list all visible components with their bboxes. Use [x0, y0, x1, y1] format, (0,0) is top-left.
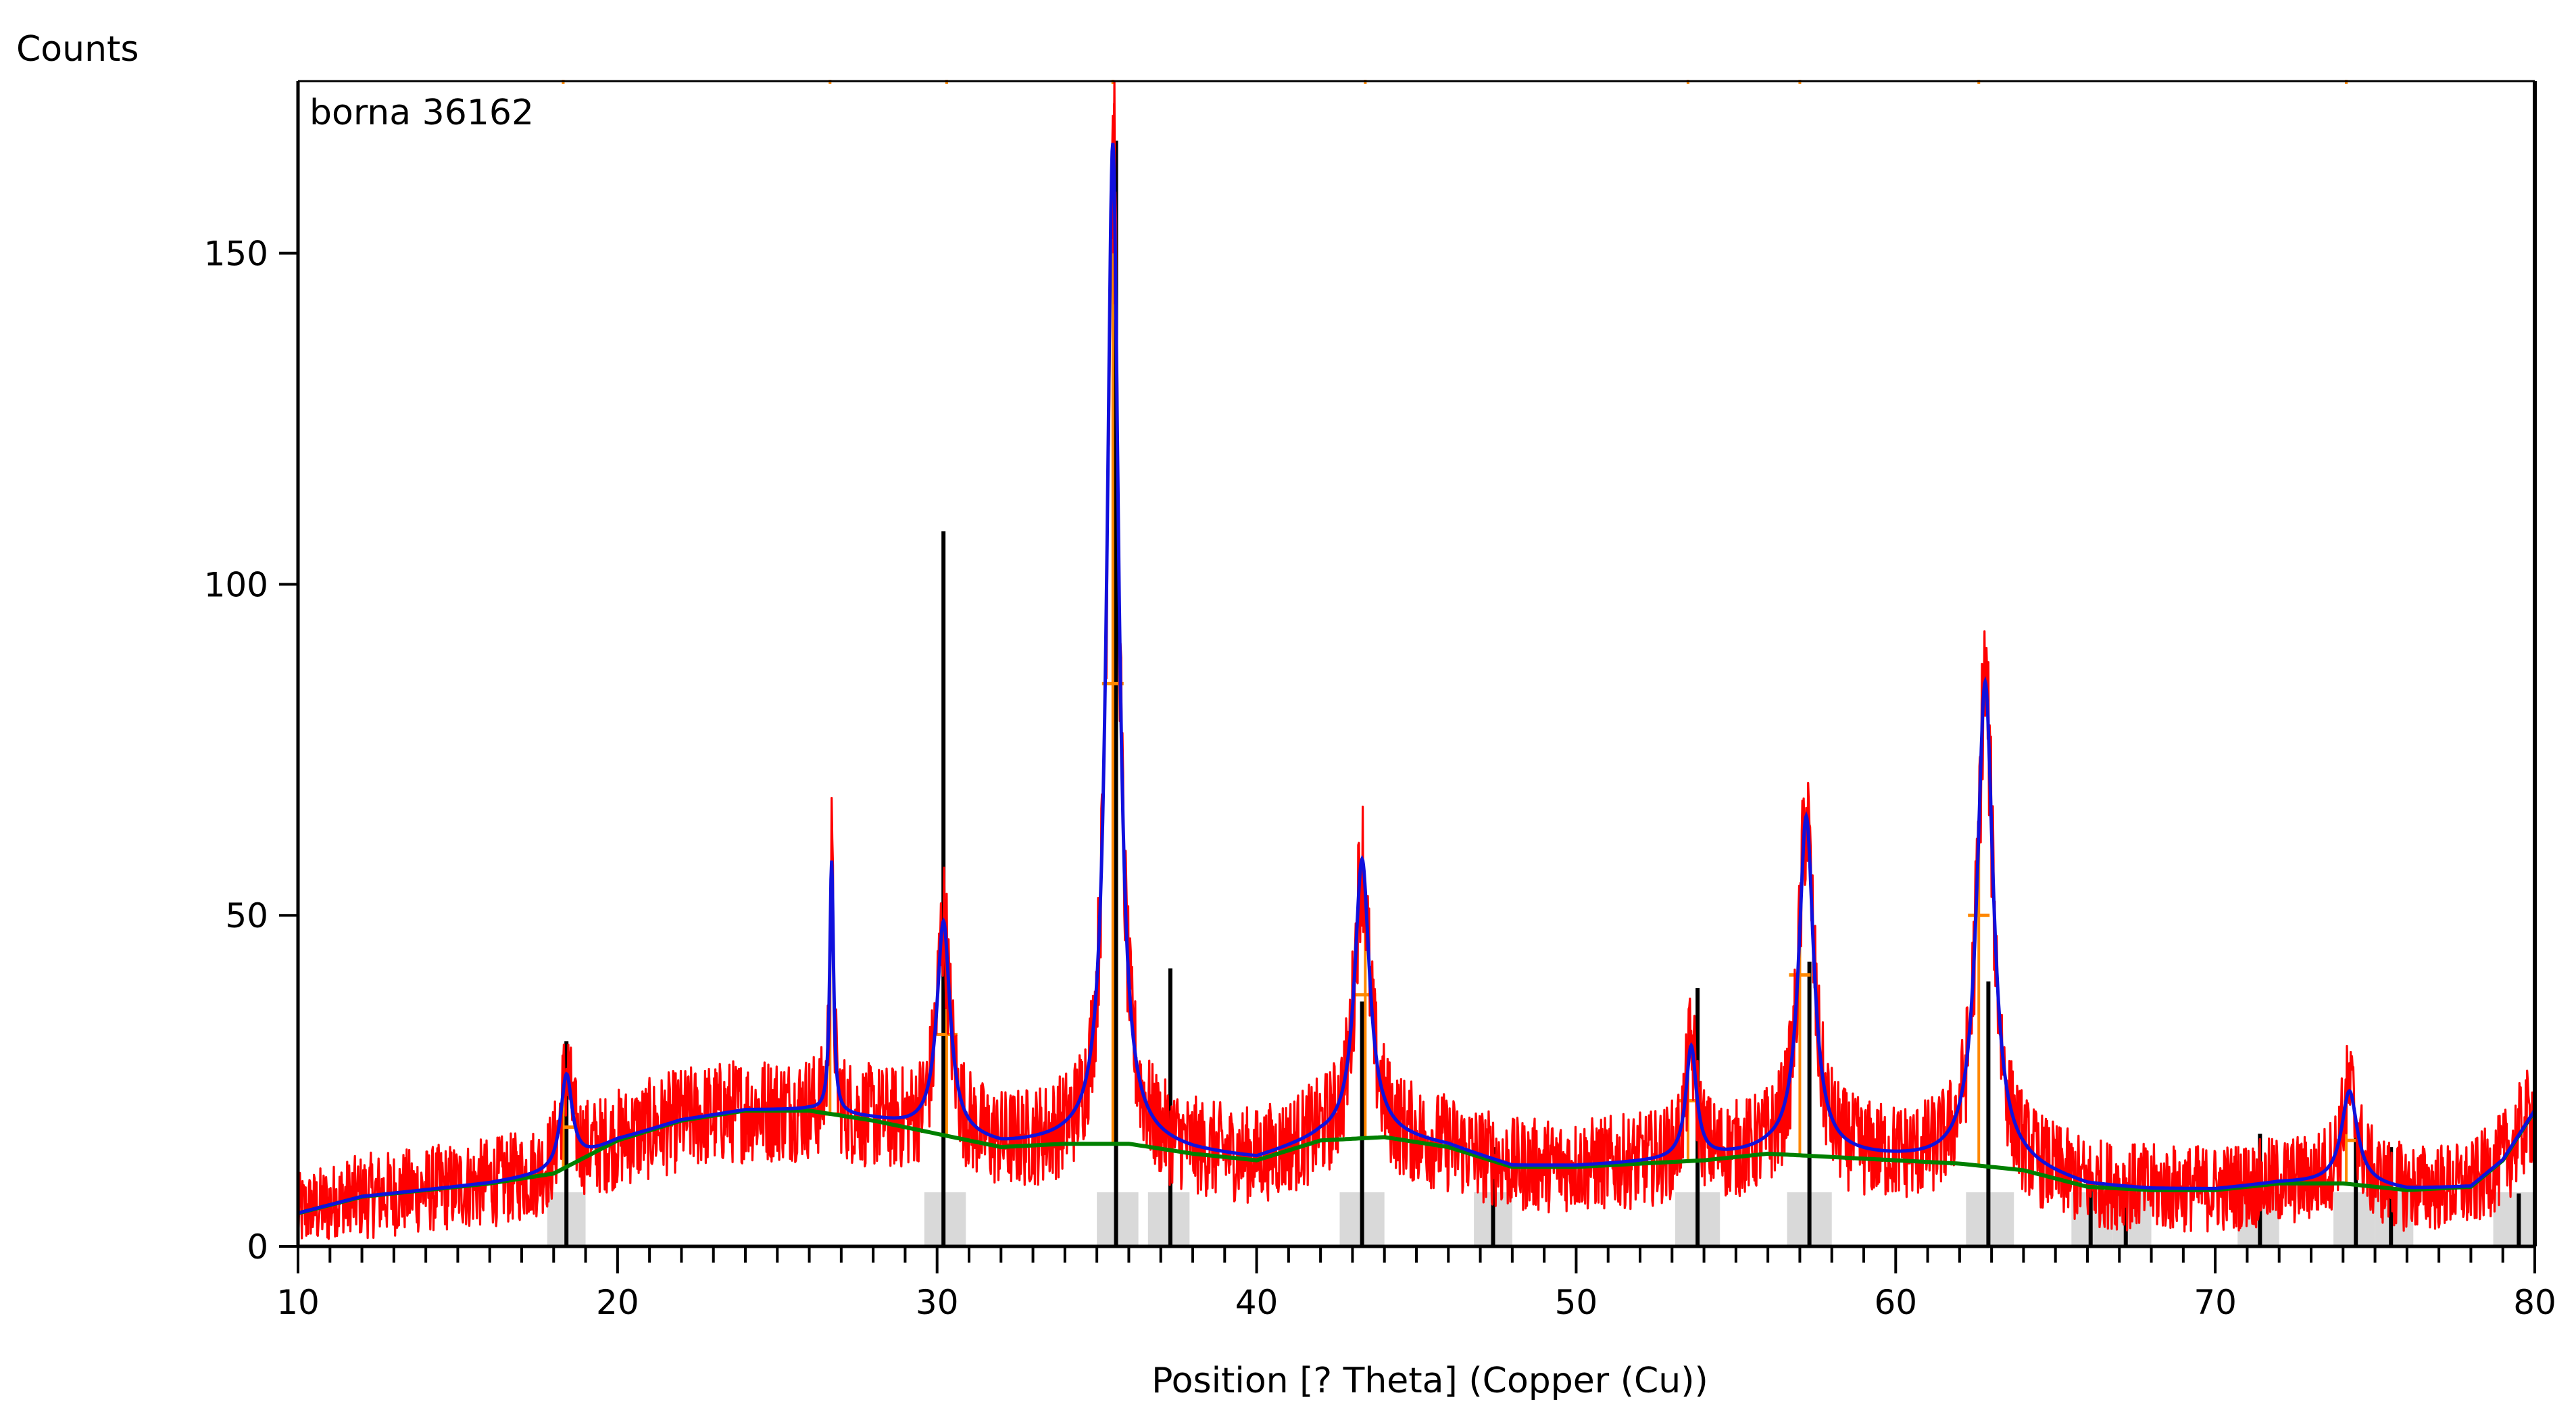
peak-markers	[552, 80, 2358, 1184]
calculated-series	[297, 143, 2537, 1215]
calculated-line	[297, 143, 2537, 1215]
x-tick-label: 80	[2513, 1283, 2556, 1322]
y-tick-label: 0	[247, 1227, 268, 1267]
y-tick-label: 150	[204, 235, 268, 274]
x-tick-label: 20	[596, 1283, 639, 1322]
x-tick-label: 50	[1555, 1283, 1598, 1322]
x-axis-title: Position [? Theta] (Copper (Cu))	[1151, 1361, 1708, 1401]
y-axis-title: Counts	[16, 29, 139, 70]
observed-line	[297, 80, 2536, 1240]
x-tick-label: 60	[1874, 1283, 1917, 1322]
axes	[279, 80, 2537, 1273]
observed-series	[297, 80, 2536, 1240]
x-tick-label: 10	[276, 1283, 320, 1322]
y-tick-label: 50	[225, 896, 268, 935]
x-tick-label: 70	[2194, 1283, 2237, 1322]
x-tick-label: 40	[1235, 1283, 1279, 1322]
y-tick-label: 100	[204, 565, 268, 604]
reference-lines	[564, 141, 2521, 1246]
reference-band	[2493, 1192, 2535, 1246]
axis-labels: 10 20 30 40 50 60 70 80 0 50 100 150 Counts Position …	[16, 29, 2556, 1401]
chart-title: borna 36162	[309, 93, 534, 133]
x-tick-label: 30	[916, 1283, 959, 1322]
